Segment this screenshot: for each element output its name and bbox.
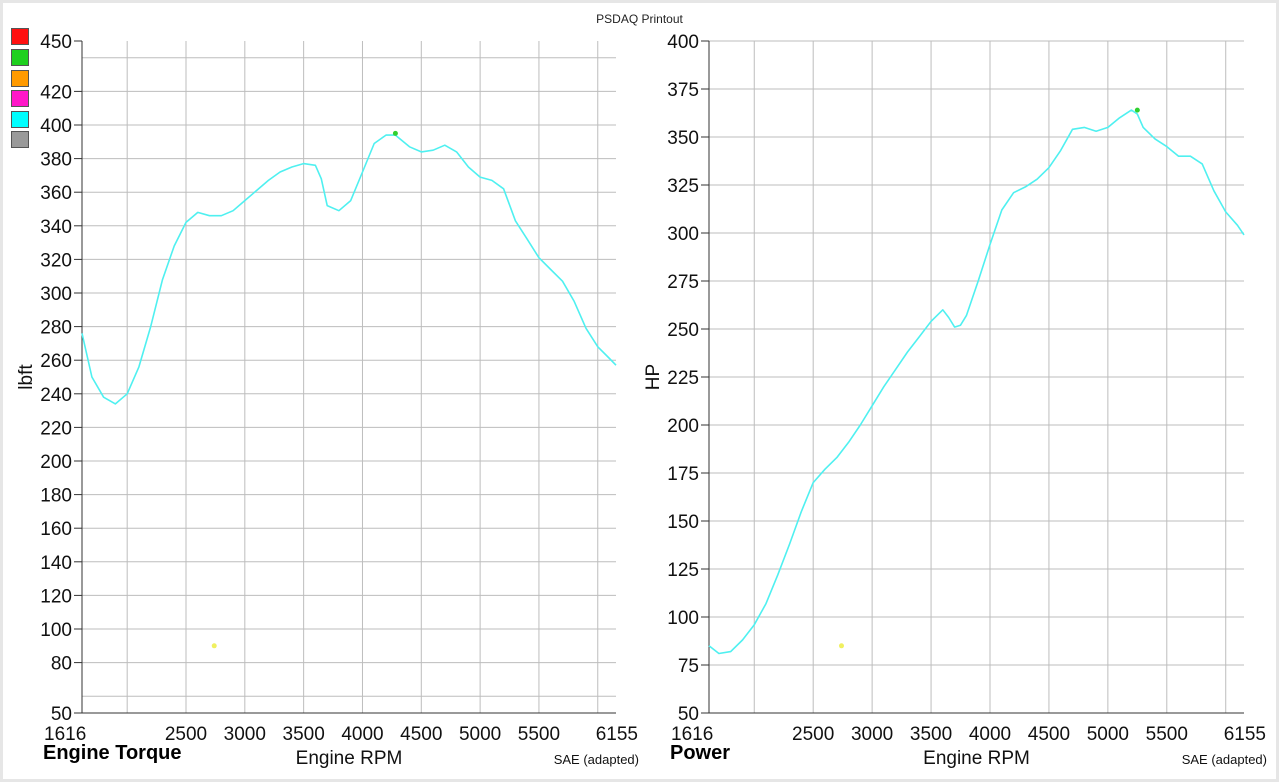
power-x-tick-label: 3000 <box>851 724 893 745</box>
green-swatch[interactable] <box>11 49 29 66</box>
power-y-tick-label: 275 <box>667 272 699 293</box>
torque-y-tick-label: 80 <box>51 654 72 675</box>
torque-y-tick-label: 300 <box>40 284 72 305</box>
torque-x-tick-label: 4000 <box>341 724 383 745</box>
magenta-swatch[interactable] <box>11 90 29 107</box>
power-y-tick-label: 100 <box>667 608 699 629</box>
power-y-tick-label: 400 <box>667 32 699 53</box>
torque-y-tick-label: 180 <box>40 486 72 507</box>
window-frame-left <box>0 0 3 782</box>
power-correction-label: SAE (adapted) <box>1182 752 1267 767</box>
power-x-tick-label: 5000 <box>1087 724 1129 745</box>
red-swatch[interactable] <box>11 28 29 45</box>
torque-y-tick-label: 340 <box>40 217 72 238</box>
torque-y-tick-label: 320 <box>40 250 72 271</box>
power-x-tick-label: 4500 <box>1028 724 1070 745</box>
torque-y-tick-label: 360 <box>40 183 72 204</box>
power-series-line <box>708 109 1245 655</box>
torque-y-tick-label: 200 <box>40 452 72 473</box>
torque-y-tick-label: 100 <box>40 620 72 641</box>
torque-x-tick-label: 6155 <box>596 724 638 745</box>
power-y-tick-label: 250 <box>667 320 699 341</box>
orange-swatch[interactable] <box>11 70 29 87</box>
torque-chart: 50 80 100 120 140 160 180 200 220 240 260 280 300 320… <box>16 32 639 769</box>
torque-x-axis-label: Engine RPM <box>296 748 403 769</box>
power-y-axis-label: HP <box>643 364 664 390</box>
torque-x-tick-label: 3000 <box>224 724 266 745</box>
power-x-tick-label: 5500 <box>1146 724 1188 745</box>
torque-series-line <box>81 134 617 405</box>
power-y-tick-label: 175 <box>667 464 699 485</box>
torque-x-tick-label: 5500 <box>518 724 560 745</box>
torque-y-axis-label: lbft <box>16 364 37 390</box>
power-y-tick-label: 350 <box>667 128 699 149</box>
page-title: PSDAQ Printout <box>596 12 683 26</box>
power-x-tick-label: 2500 <box>792 724 834 745</box>
torque-x-tick-label: 4500 <box>400 724 442 745</box>
power-y-tick-label: 225 <box>667 368 699 389</box>
power-x-tick-label: 4000 <box>969 724 1011 745</box>
power-y-tick-label: 200 <box>667 416 699 437</box>
torque-x-tick-label: 3500 <box>283 724 325 745</box>
power-y-tick-label: 75 <box>678 656 699 677</box>
power-x-axis-label: Engine RPM <box>923 748 1030 769</box>
power-y-tick-label: 375 <box>667 80 699 101</box>
torque-y-tick-label: 380 <box>40 150 72 171</box>
torque-correction-label: SAE (adapted) <box>554 752 639 767</box>
torque-y-tick-label: 160 <box>40 519 72 540</box>
torque-x-tick-label: 2500 <box>165 724 207 745</box>
window-frame-right <box>1276 0 1279 782</box>
torque-y-tick-label: 140 <box>40 553 72 574</box>
gray-swatch[interactable] <box>11 131 29 148</box>
power-chart-title: Power <box>670 742 730 764</box>
torque-y-tick-label: 260 <box>40 351 72 372</box>
power-peak-marker <box>1134 107 1140 113</box>
torque-peak-marker <box>392 130 398 136</box>
power-y-tick-label: 50 <box>678 704 699 725</box>
torque-x-tick-label: 5000 <box>459 724 501 745</box>
torque-x-tick-label: 1616 <box>44 724 86 745</box>
torque-y-tick-label: 50 <box>51 704 72 725</box>
torque-y-tick-label: 120 <box>40 586 72 607</box>
torque-y-tick-label: 220 <box>40 418 72 439</box>
torque-chart-title: Engine Torque <box>43 742 182 764</box>
power-y-tick-label: 125 <box>667 560 699 581</box>
power-cursor-marker <box>838 643 844 649</box>
torque-y-tick-label: 450 <box>40 32 72 53</box>
power-y-tick-label: 300 <box>667 224 699 245</box>
torque-y-tick-label: 400 <box>40 116 72 137</box>
torque-y-tick-label: 240 <box>40 385 72 406</box>
torque-y-tick-label: 280 <box>40 318 72 339</box>
power-x-tick-label: 1616 <box>671 724 713 745</box>
torque-cursor-marker <box>211 643 217 649</box>
cyan-swatch[interactable] <box>11 111 29 128</box>
window-frame-bottom <box>0 779 1279 782</box>
power-y-tick-label: 325 <box>667 176 699 197</box>
power-y-tick-label: 150 <box>667 512 699 533</box>
power-x-tick-label: 3500 <box>910 724 952 745</box>
power-x-tick-label: 6155 <box>1224 724 1266 745</box>
torque-y-tick-label: 420 <box>40 82 72 103</box>
window-frame-top <box>0 0 1279 3</box>
